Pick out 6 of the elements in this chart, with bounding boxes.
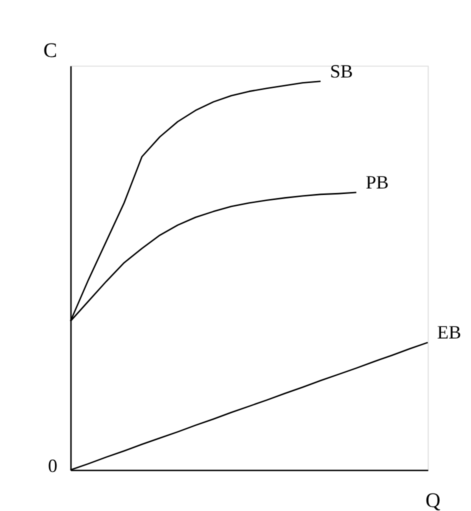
- y-axis-title: C: [43, 40, 58, 62]
- series-label: PB: [366, 172, 389, 194]
- series-label: SB: [330, 62, 353, 83]
- series-label: EB: [437, 322, 462, 344]
- x-axis-title: Q: [425, 490, 440, 511]
- text: 0: [48, 456, 58, 477]
